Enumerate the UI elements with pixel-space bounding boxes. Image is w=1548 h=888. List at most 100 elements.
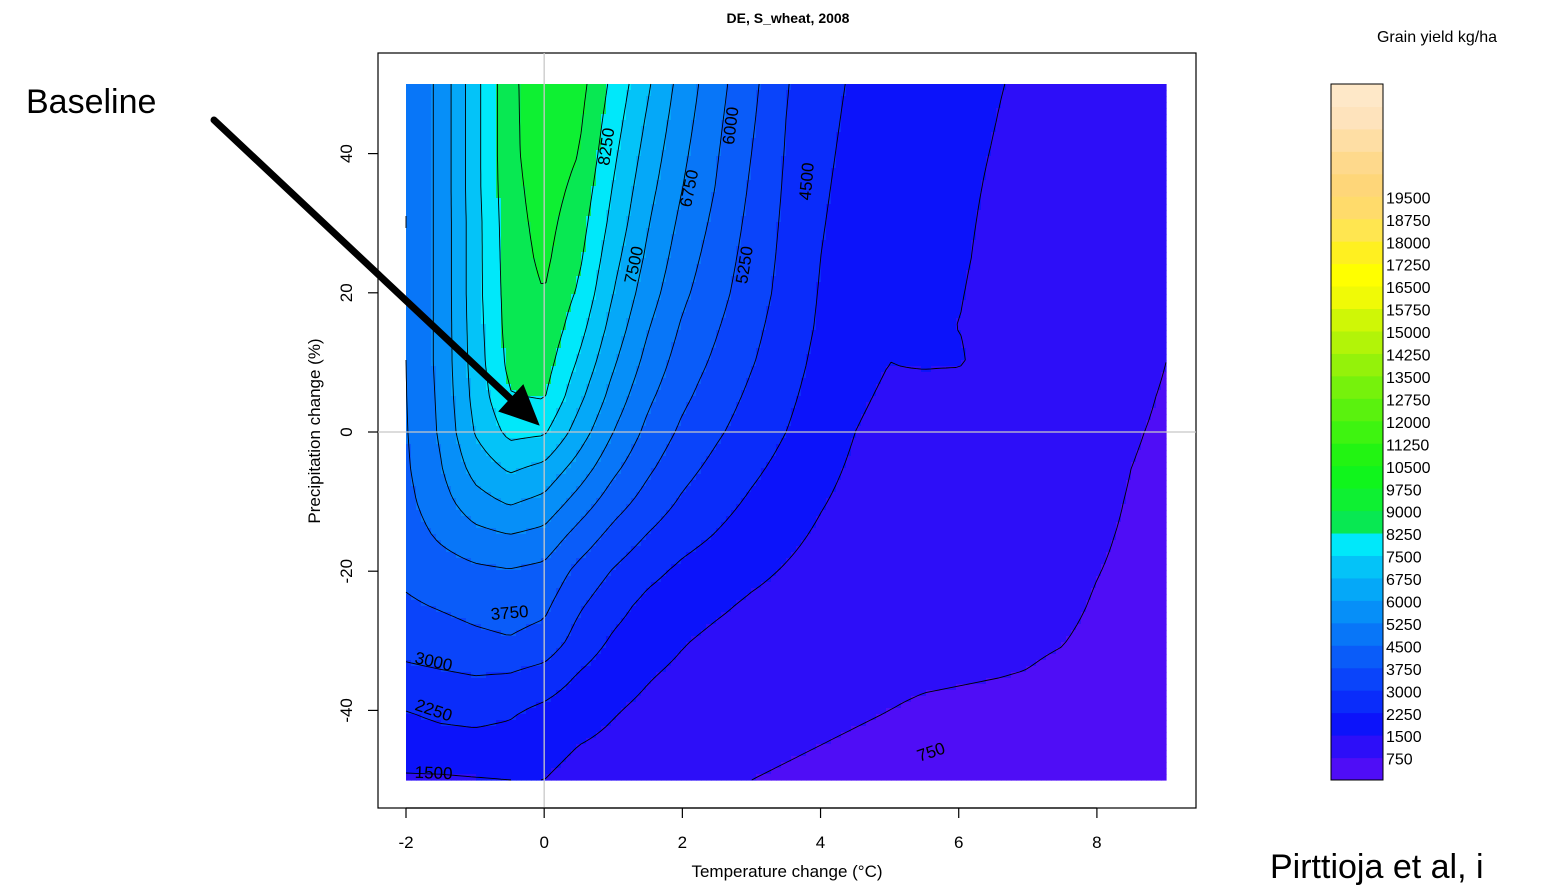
contour-cell — [1001, 132, 1007, 139]
contour-cell — [821, 216, 827, 223]
contour-cell — [721, 132, 727, 139]
contour-cell — [496, 264, 502, 271]
contour-cell — [856, 102, 862, 109]
contour-cell — [526, 234, 532, 241]
contour-cell — [641, 96, 647, 103]
contour-cell — [576, 90, 582, 97]
contour-cell — [726, 222, 732, 229]
contour-cell — [521, 264, 527, 271]
contour-cell — [966, 252, 972, 259]
contour-cell — [1016, 126, 1022, 133]
contour-cell — [406, 102, 412, 109]
contour-cell — [1006, 276, 1012, 283]
contour-cell — [691, 108, 697, 115]
contour-cell — [816, 132, 822, 139]
contour-cell — [931, 264, 937, 271]
contour-cell — [1076, 264, 1082, 271]
contour-cell — [461, 120, 467, 127]
contour-cell — [666, 192, 672, 199]
contour-cell — [556, 240, 562, 247]
contour-cell — [1151, 252, 1157, 259]
contour-cell — [1041, 240, 1047, 247]
contour-cell — [931, 126, 937, 133]
contour-cell — [796, 186, 802, 193]
contour-cell — [756, 120, 762, 127]
contour-cell — [521, 126, 527, 133]
contour-cell — [991, 270, 997, 277]
contour-cell — [446, 84, 452, 91]
contour-cell — [871, 216, 877, 223]
contour-cell — [716, 186, 722, 193]
contour-cell — [621, 144, 627, 151]
contour-cell — [1161, 264, 1167, 271]
contour-cell — [976, 276, 982, 283]
contour-cell — [951, 258, 957, 265]
contour-cell — [761, 132, 767, 139]
contour-cell — [761, 216, 767, 223]
contour-cell — [461, 132, 467, 139]
contour-cell — [1056, 180, 1062, 187]
contour-cell — [501, 210, 507, 217]
contour-cell — [1016, 150, 1022, 157]
contour-cell — [966, 96, 972, 103]
contour-cell — [621, 192, 627, 199]
contour-cell — [946, 84, 952, 91]
contour-cell — [921, 258, 927, 265]
contour-cell — [486, 84, 492, 91]
contour-cell — [881, 276, 887, 283]
contour-cell — [1111, 114, 1117, 121]
contour-cell — [1006, 156, 1012, 163]
contour-cell — [1001, 216, 1007, 223]
contour-cell — [941, 126, 947, 133]
contour-cell — [476, 102, 482, 109]
contour-cell — [486, 132, 492, 139]
contour-cell — [1021, 174, 1027, 181]
contour-cell — [726, 198, 732, 205]
contour-cell — [966, 216, 972, 223]
contour-cell — [606, 222, 612, 229]
contour-cell — [811, 204, 817, 211]
contour-cell — [431, 126, 437, 133]
contour-cell — [511, 108, 517, 115]
contour-cell — [451, 204, 457, 211]
contour-cell — [791, 228, 797, 235]
contour-cell — [691, 198, 697, 205]
contour-cell — [516, 252, 522, 259]
contour-cell — [586, 102, 592, 109]
contour-cell — [761, 186, 767, 193]
contour-cell — [441, 270, 447, 277]
contour-cell — [616, 234, 622, 241]
contour-cell — [621, 234, 627, 241]
contour-cell — [1106, 108, 1112, 115]
contour-cell — [1051, 138, 1057, 145]
contour-cell — [1051, 264, 1057, 271]
contour-cell — [1106, 138, 1112, 145]
contour-cell — [1041, 96, 1047, 103]
contour-cell — [591, 90, 597, 97]
contour-cell — [441, 156, 447, 163]
contour-cell — [726, 252, 732, 259]
contour-cell — [1006, 90, 1012, 97]
contour-cell — [761, 180, 767, 187]
contour-cell — [491, 210, 497, 217]
contour-cell — [626, 234, 632, 241]
contour-cell — [516, 210, 522, 217]
contour-cell — [501, 108, 507, 115]
contour-cell — [1016, 120, 1022, 127]
contour-cell — [991, 132, 997, 139]
contour-cell — [881, 96, 887, 103]
contour-cell — [671, 114, 677, 121]
contour-cell — [471, 210, 477, 217]
contour-cell — [586, 180, 592, 187]
contour-cell — [626, 246, 632, 253]
contour-cell — [821, 186, 827, 193]
contour-cell — [1076, 162, 1082, 169]
contour-cell — [786, 144, 792, 151]
contour-cell — [971, 120, 977, 127]
contour-cell — [981, 150, 987, 157]
contour-cell — [456, 102, 462, 109]
contour-cell — [516, 150, 522, 157]
contour-cell — [481, 156, 487, 163]
contour-cell — [1146, 204, 1152, 211]
contour-cell — [571, 126, 577, 133]
